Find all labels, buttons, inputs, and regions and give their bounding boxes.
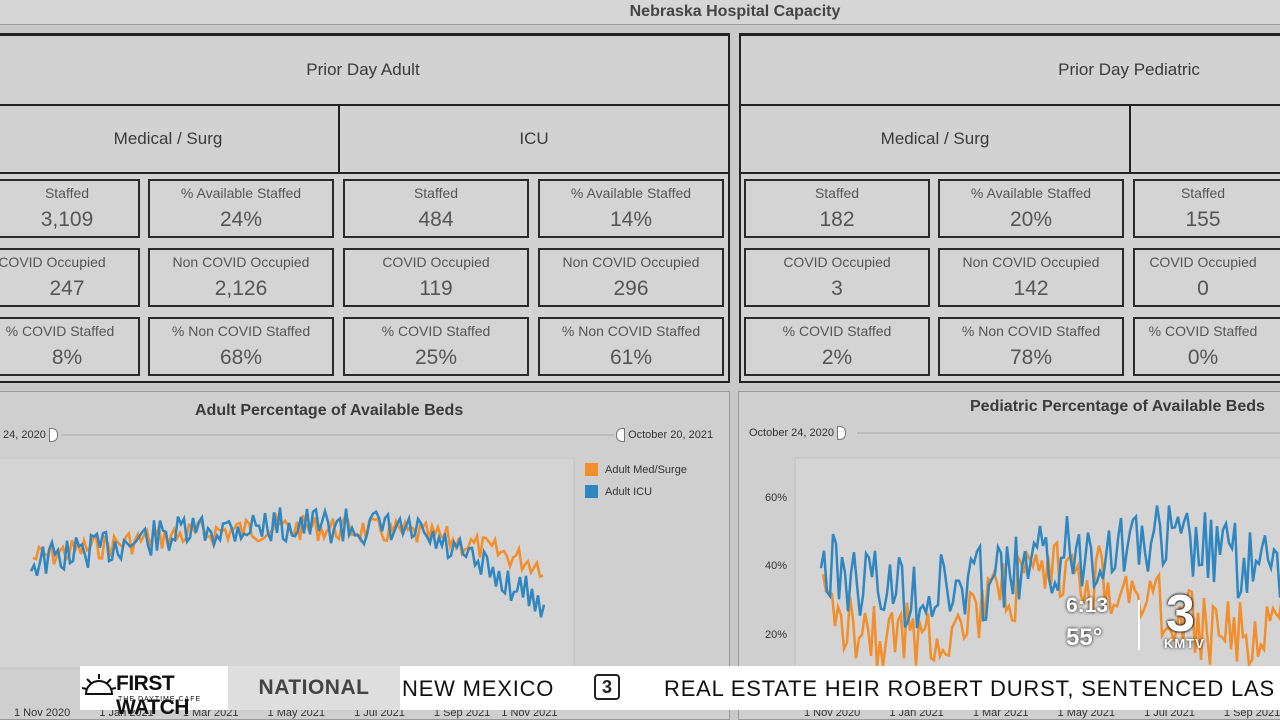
adult-icu-staffed: Staffed 484: [343, 179, 529, 238]
legend-swatch-medsurg: [585, 463, 598, 476]
adult-xtick: 1 Jul 2021: [354, 707, 405, 719]
weather-temp: 55°: [1066, 624, 1103, 651]
adult-range-start[interactable]: 24, 2020: [3, 428, 58, 442]
adult-xtick: 1 Jan 2021: [99, 707, 154, 719]
dashboard-title: Nebraska Hospital Capacity: [629, 3, 841, 20]
adult-range-track: [61, 434, 614, 436]
adult-icu-covid-occupied: COVID Occupied 119: [343, 248, 529, 307]
pediatric-header-label: Prior Day Pediatric: [1058, 60, 1200, 79]
ped-xtick: 1 Mar 2021: [972, 707, 1029, 719]
ped-medsurg-covid-staffed: % COVID Staffed 2%: [744, 317, 930, 376]
adult-chart-panel: Adult Percentage of Available Beds 24, 2…: [0, 391, 730, 720]
adult-medsurg-noncovid-occupied: Non COVID Occupied 2,126: [148, 248, 334, 307]
ped-ytick-40: 40%: [765, 560, 788, 572]
adult-xtick: 1 Nov 2020: [14, 707, 71, 719]
weather-divider: [1138, 600, 1140, 650]
pediatric-medsurg-header: Medical / Surg: [739, 104, 1131, 174]
adult-header: Prior Day Adult: [0, 34, 730, 106]
range-end-handle[interactable]: [616, 428, 625, 442]
station-number: 3: [1166, 585, 1195, 643]
ped-medsurg-available: % Available Staffed 20%: [938, 179, 1124, 238]
range-start-handle[interactable]: [48, 428, 58, 442]
ticker-headline-prev: NEW MEXICO: [402, 676, 555, 701]
pediatric-chart-panel: Pediatric Percentage of Available Beds O…: [738, 391, 1280, 720]
legend-label-icu: Adult ICU: [605, 486, 653, 498]
ped-icu-covid-staffed: % COVID Staffed 0%: [1133, 317, 1280, 376]
pediatric-icu-header: [1129, 104, 1280, 174]
station-mini-logo: 3: [594, 674, 620, 700]
adult-xtick: 1 May 2021: [267, 707, 326, 719]
adult-medsurg-staffed: Staffed 3,109: [0, 179, 140, 238]
ped-chart-title: Pediatric Percentage of Available Beds: [970, 398, 1265, 415]
adult-icu-noncovid-occupied: Non COVID Occupied 296: [538, 248, 724, 307]
adult-medsurg-header: Medical / Surg: [0, 104, 340, 174]
ped-xtick: 1 Jul 2021: [1144, 707, 1195, 719]
pediatric-header: Prior Day Pediatric: [739, 34, 1280, 106]
ped-medsurg-noncovid-occupied: Non COVID Occupied 142: [938, 248, 1124, 307]
ped-ytick-20: 20%: [765, 629, 788, 641]
dashboard-title-bar: Nebraska Hospital Capacity: [0, 0, 1280, 25]
ped-xaxis: 1 Nov 2020 1 Jan 2021 1 Mar 2021 1 May 2…: [804, 707, 1280, 719]
adult-chart-title: Adult Percentage of Available Beds: [195, 402, 464, 419]
ped-xtick: 1 Jan 2021: [889, 707, 944, 719]
ped-xtick: 1 May 2021: [1057, 707, 1116, 719]
ped-range-start-handle[interactable]: [837, 426, 847, 440]
ped-medsurg-staffed: Staffed 182: [744, 179, 930, 238]
adult-range-start-label: 24, 2020: [3, 428, 46, 441]
adult-icu-noncovid-staffed: % Non COVID Staffed 61%: [538, 317, 724, 376]
ped-icu-staffed: Staffed 155: [1133, 179, 1280, 238]
station-call: KMTV: [1164, 636, 1205, 651]
ped-range-start-label: October 24, 2020: [749, 426, 835, 439]
sponsor-logo: FIRST WATCH THE DAYTIME CAFE: [80, 666, 228, 719]
adult-xtick: 1 Nov 2021: [501, 707, 558, 719]
adult-icu-covid-staffed: % COVID Staffed 25%: [343, 317, 529, 376]
legend-swatch-icu: [585, 485, 598, 498]
ticker-headline: REAL ESTATE HEIR ROBERT DURST, SENTENCED…: [664, 676, 1275, 701]
ped-range-track: [857, 432, 1280, 434]
adult-medsurg-covid-staffed: % COVID Staffed 8%: [0, 317, 140, 376]
series-line-adult-icu: [29, 506, 546, 618]
ped-line-chart: [794, 457, 1280, 681]
weather-time: 6:13: [1066, 594, 1109, 617]
ped-xtick: 1 Nov 2020: [804, 707, 861, 719]
adult-range-end-label: October 20, 2021: [628, 428, 714, 441]
adult-icu-available: % Available Staffed 14%: [538, 179, 724, 238]
sponsor-tagline: THE DAYTIME CAFE: [118, 696, 202, 703]
adult-range-end[interactable]: October 20, 2021: [616, 428, 713, 442]
sun-icon: [82, 674, 116, 695]
ticker-section: NATIONAL: [228, 666, 400, 710]
ped-medsurg-covid-occupied: COVID Occupied 3: [744, 248, 930, 307]
ped-icu-covid-occupied: COVID Occupied 0: [1133, 248, 1280, 307]
ped-medsurg-noncovid-staffed: % Non COVID Staffed 78%: [938, 317, 1124, 376]
ped-ytick-60: 60%: [765, 492, 788, 504]
series-line-ped-orange: [821, 539, 1280, 669]
legend-label-medsurg: Adult Med/Surge: [605, 464, 687, 476]
sponsor-name: FIRST WATCH: [116, 672, 189, 719]
adult-xtick: 1 Mar 2021: [182, 707, 239, 719]
ped-range-start[interactable]: October 24, 2020: [749, 426, 847, 440]
weather-bug: 6:13 55°: [1060, 592, 1150, 656]
adult-medsurg-covid-occupied: COVID Occupied 247: [0, 248, 140, 307]
adult-icu-header: ICU: [338, 104, 730, 174]
adult-line-chart: [0, 458, 575, 669]
adult-xtick: 1 Sep 2021: [433, 707, 491, 719]
news-ticker: FIRST WATCH THE DAYTIME CAFE NATIONAL NE…: [80, 666, 1280, 719]
station-logo: 3 KMTV: [1158, 585, 1230, 656]
adult-medsurg-noncovid-staffed: % Non COVID Staffed 68%: [148, 317, 334, 376]
adult-medsurg-available: % Available Staffed 24%: [148, 179, 334, 238]
series-line-ped-blue: [819, 505, 1280, 629]
adult-xaxis: 1 Nov 2020 1 Jan 2021 1 Mar 2021 1 May 2…: [14, 707, 558, 719]
ped-xtick: 1 Sep 2021: [1223, 707, 1280, 719]
